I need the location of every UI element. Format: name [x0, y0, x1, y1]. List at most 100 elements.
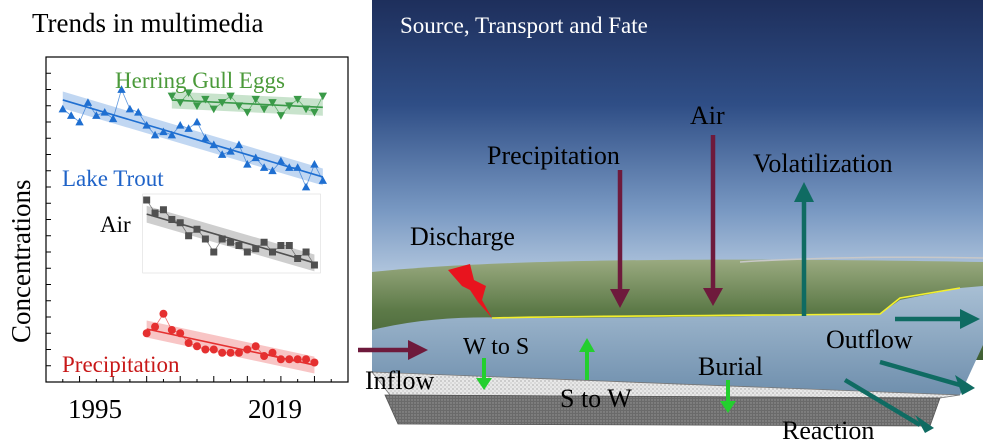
precipitation-arrow: [610, 170, 630, 308]
air-point: [151, 209, 159, 217]
lake-trout-point: [167, 130, 177, 139]
series-precipitation: [142, 309, 319, 374]
lake-trout-point: [150, 130, 160, 139]
herring-gull-eggs-trend-line: [171, 99, 323, 109]
lake-trout-point: [75, 117, 84, 126]
precipitation-point: [260, 352, 269, 360]
outflow-arrow-2: [879, 359, 975, 395]
air-inset-box: [142, 193, 321, 274]
series-group: [58, 85, 328, 374]
lake-trout-point: [251, 153, 260, 162]
precipitation-point: [268, 348, 277, 357]
label-volatilization: Volatilization: [753, 149, 893, 178]
scene-title: Source, Transport and Fate: [400, 13, 648, 38]
precipitation-point: [251, 342, 260, 351]
precipitation-point: [176, 329, 185, 338]
lake-trout-point: [159, 127, 168, 136]
label-inflow: Inflow: [365, 366, 435, 395]
herring-gull-eggs-point: [167, 92, 177, 101]
precipitation-point: [302, 355, 311, 364]
s-to-w-arrow: [579, 338, 595, 380]
label-s-to-w: S to W: [560, 384, 632, 413]
discharge-icon: [448, 264, 492, 318]
precipitation-point: [234, 348, 243, 357]
lake-trout-point: [310, 160, 319, 168]
lake-trout-point: [293, 163, 302, 171]
air-point: [210, 248, 218, 256]
lake-trout-point: [100, 108, 109, 116]
y-ticks: [46, 56, 51, 383]
x-tick-label-2019: 2019: [248, 394, 302, 424]
air-point: [252, 245, 260, 253]
legend-air: Air: [100, 212, 131, 237]
y-axis-label: Concentrations: [6, 180, 36, 343]
legend-herring-gull-eggs: Herring Gull Eggs: [115, 68, 285, 93]
series-air: [142, 193, 321, 274]
label-discharge: Discharge: [410, 222, 515, 251]
precipitation-point: [226, 348, 235, 357]
air-point: [159, 206, 167, 214]
lake-trout-point: [58, 104, 67, 113]
herring-gull-eggs-point: [285, 102, 294, 110]
herring-gull-eggs-point: [184, 89, 193, 97]
precipitation-point: [310, 358, 319, 367]
lake-trout-point: [66, 111, 76, 119]
air-arrow: [703, 135, 723, 306]
air-point: [185, 232, 193, 240]
trend-chart: Trends in multimedia Concentrations 1995…: [6, 8, 349, 424]
lake-trout-point: [209, 140, 218, 149]
air-point: [176, 219, 184, 227]
herring-gull-eggs-point: [243, 108, 252, 117]
lake-trout-point: [217, 150, 227, 158]
precipitation-point: [209, 345, 218, 354]
lake-trout-point: [184, 124, 193, 132]
sky: [372, 0, 983, 300]
series-lake-trout: [58, 85, 328, 191]
air-point: [310, 261, 318, 269]
label-burial: Burial: [698, 352, 763, 381]
lake-trout-point: [276, 156, 286, 165]
herring-gull-eggs-point: [217, 99, 227, 107]
herring-gull-eggs-point: [293, 95, 302, 104]
outflow-arrow: [895, 309, 980, 329]
precipitation-point: [184, 339, 193, 347]
air-point: [143, 196, 151, 204]
precipitation-point: [285, 355, 294, 364]
herring-gull-eggs-point: [251, 95, 260, 104]
lake-trout-point: [226, 147, 235, 155]
precipitation-point: [201, 345, 210, 354]
label-w-to-s: W to S: [463, 334, 529, 360]
precipitation-point: [276, 355, 285, 364]
volatilization-arrow: [794, 182, 814, 316]
herring-gull-eggs-point: [268, 99, 277, 107]
lake-trout-point: [243, 160, 252, 168]
air-point: [168, 216, 176, 223]
inflow-arrow: [358, 340, 428, 360]
lake-trout-point: [318, 176, 328, 184]
herring-gull-eggs-point: [318, 92, 328, 101]
label-precipitation: Precipitation: [487, 141, 620, 170]
precipitation-point: [293, 355, 302, 364]
lake-trout-point: [259, 163, 269, 171]
precipitation-point: [243, 345, 252, 354]
herring-gull-eggs-point: [259, 105, 269, 114]
air-point: [235, 242, 243, 249]
precipitation-point: [151, 322, 160, 331]
series-herring-gull-eggs: [167, 89, 328, 120]
herring-gull-eggs-point: [192, 102, 202, 110]
lake-trout-point: [234, 140, 244, 149]
legend-lake-trout: Lake Trout: [62, 166, 164, 191]
air-point: [260, 238, 268, 246]
lake-trout-point: [83, 98, 93, 106]
air-point: [277, 242, 285, 249]
burial-arrow: [720, 380, 736, 413]
precipitation-point: [167, 326, 176, 334]
herring-gull-eggs-point: [201, 95, 210, 104]
shoreline: [491, 287, 961, 319]
x-tick-label-1995: 1995: [68, 394, 122, 424]
chart-title: Trends in multimedia: [32, 8, 264, 38]
herring-gull-eggs-point: [310, 108, 319, 117]
air-point: [193, 225, 201, 233]
air-point: [294, 255, 302, 262]
